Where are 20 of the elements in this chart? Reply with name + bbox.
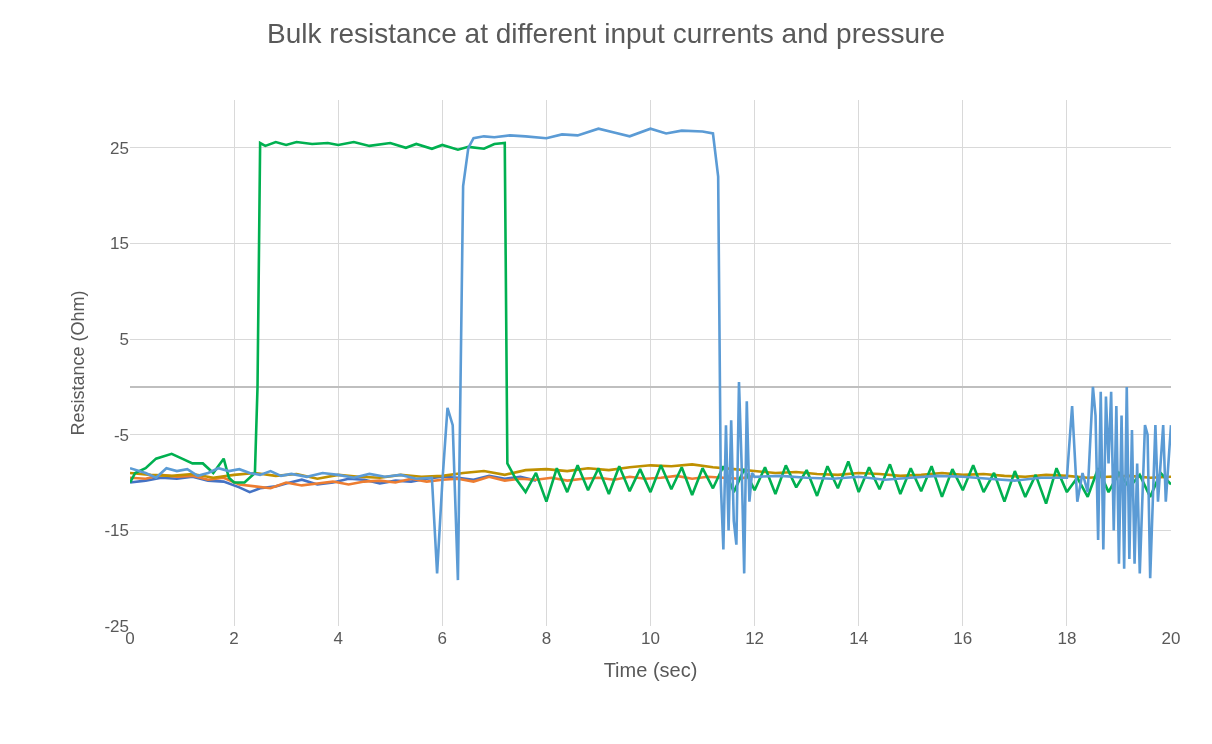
y-tick-label: 25 (110, 138, 129, 158)
x-tick-label: 18 (1057, 629, 1077, 648)
x-tick-label: 4 (333, 629, 343, 648)
y-tick-label: -15 (104, 521, 129, 541)
y-axis-title: Resistance (Ohm) (67, 290, 88, 436)
x-tick-label: 20 (1161, 629, 1181, 648)
x-tick-label: 8 (541, 629, 552, 648)
x-tick-label: 10 (641, 629, 660, 648)
line-series (130, 140, 1171, 505)
x-axis-title: Time (sec) (603, 658, 698, 681)
chart-title: Bulk resistance at different input currents and pressure (266, 18, 946, 50)
x-tick-label: 12 (745, 629, 765, 648)
line-series (130, 127, 1171, 582)
y-tick-label: -5 (113, 425, 129, 445)
x-tick-label: 6 (437, 629, 448, 648)
x-tick-label: 2 (229, 629, 239, 648)
x-tick-label: 14 (849, 629, 869, 648)
x-tick-label: 16 (953, 629, 973, 648)
y-tick-label: 15 (110, 234, 129, 254)
y-tick-label: 5 (119, 330, 129, 350)
